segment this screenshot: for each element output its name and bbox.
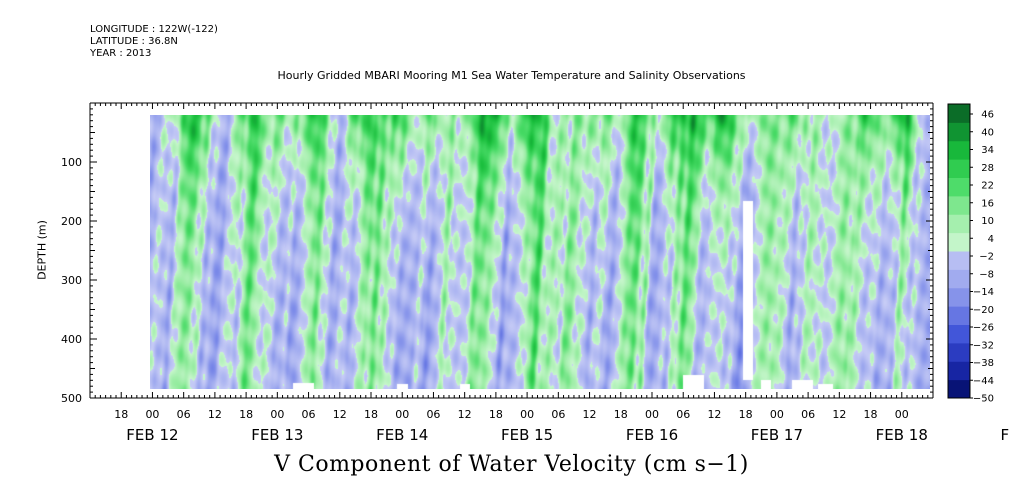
colorbar-label: −38 (973, 358, 994, 369)
colorbar-label: −2 (979, 252, 994, 263)
colorbar-swatch (948, 379, 970, 399)
x-tick-label: 00 (770, 408, 784, 421)
colorbar-label: −32 (973, 340, 994, 351)
x-tick-label: 06 (801, 408, 815, 421)
x-tick-label: 12 (458, 408, 472, 421)
x-date-label: FEB 16 (626, 426, 678, 444)
colorbar-swatch (948, 306, 970, 325)
y-tick-label: 100 (61, 156, 82, 169)
x-date-label: FEB 14 (376, 426, 428, 444)
colorbar-swatch (948, 104, 970, 123)
colorbar-label: −20 (973, 305, 994, 316)
colorbar-label: −8 (979, 269, 994, 280)
colorbar-label: 40 (981, 127, 994, 138)
x-tick-label: 18 (114, 408, 128, 421)
x-date-label: FEB 17 (751, 426, 803, 444)
colorbar-label: −14 (973, 287, 994, 298)
x-tick-label: 06 (426, 408, 440, 421)
latitude-label: LATITUDE : 36.8N (90, 36, 178, 47)
colorbar-swatch (948, 232, 970, 252)
axes: 18 00 06 12 18 00 06 12 18 00 06 12 18 00 06 12 18 00 06 12… (61, 102, 1009, 444)
colorbar-label: 28 (981, 163, 994, 174)
colorbar-label: −44 (973, 376, 994, 387)
colorbar-swatch (948, 342, 970, 362)
y-tick-label: 500 (61, 392, 82, 405)
x-date-label: FEB 12 (126, 426, 178, 444)
x-tick-label: 18 (739, 408, 753, 421)
y-tick-label: 200 (61, 215, 82, 228)
colorbar-label: 34 (981, 145, 994, 156)
x-tick-label: 18 (364, 408, 378, 421)
x-tick-label: 18 (489, 408, 503, 421)
colorbar-swatch (948, 122, 970, 142)
colorbar-swatch (948, 269, 970, 289)
x-tick-label: 18 (864, 408, 878, 421)
colorbar-frame (947, 103, 971, 399)
x-date-label: FEB 15 (501, 426, 553, 444)
colorbar-label: 10 (981, 216, 994, 227)
chart-title: Hourly Gridded MBARI Mooring M1 Sea Wate… (277, 69, 746, 82)
x-date-label: FEB 19 (1001, 426, 1009, 444)
colorbar-swatch (948, 140, 970, 160)
colorbar-label: 22 (981, 181, 994, 192)
colorbar-label: 4 (988, 234, 994, 245)
x-tick-label: 12 (832, 408, 846, 421)
x-tick-label: 06 (302, 408, 316, 421)
chart-variable-label: V Component of Water Velocity (cm s−1) (274, 452, 749, 477)
colorbar-swatch (948, 177, 970, 197)
colorbar-swatch (948, 159, 970, 178)
x-tick-label: 06 (177, 408, 191, 421)
colorbar-swatch (948, 324, 970, 344)
colorbar-label: −50 (973, 394, 994, 405)
x-date-label: FEB 18 (876, 426, 928, 444)
year-label: YEAR : 2013 (90, 48, 152, 59)
x-tick-label: 12 (707, 408, 721, 421)
colorbar-swatch (948, 287, 970, 307)
heatmap-field (150, 115, 930, 389)
x-tick-label: 06 (676, 408, 690, 421)
x-tick-label: 18 (614, 408, 628, 421)
x-tick-label: 06 (551, 408, 565, 421)
x-tick-label: 18 (239, 408, 253, 421)
colorbar-swatch (948, 214, 970, 234)
x-tick-label: 12 (333, 408, 347, 421)
x-tick-label: 00 (895, 408, 909, 421)
y-tick-label: 300 (61, 274, 82, 287)
colorbar-label: −26 (973, 323, 994, 334)
x-tick-label: 00 (520, 408, 534, 421)
x-tick-label: 00 (145, 408, 159, 421)
colorbar-label: 46 (981, 110, 994, 121)
y-tick-label: 400 (61, 333, 82, 346)
x-tick-label: 12 (208, 408, 222, 421)
colorbar-label: 16 (981, 198, 994, 209)
colorbar-swatch (948, 361, 970, 381)
x-tick-label: 00 (645, 408, 659, 421)
x-tick-label: 12 (583, 408, 597, 421)
colorbar-swatch (948, 251, 970, 270)
x-tick-label: 00 (270, 408, 284, 421)
longitude-label: LONGITUDE : 122W(-122) (90, 24, 218, 35)
x-tick-label: 00 (395, 408, 409, 421)
colorbar-swatch (948, 195, 970, 215)
x-date-label: FEB 13 (251, 426, 303, 444)
